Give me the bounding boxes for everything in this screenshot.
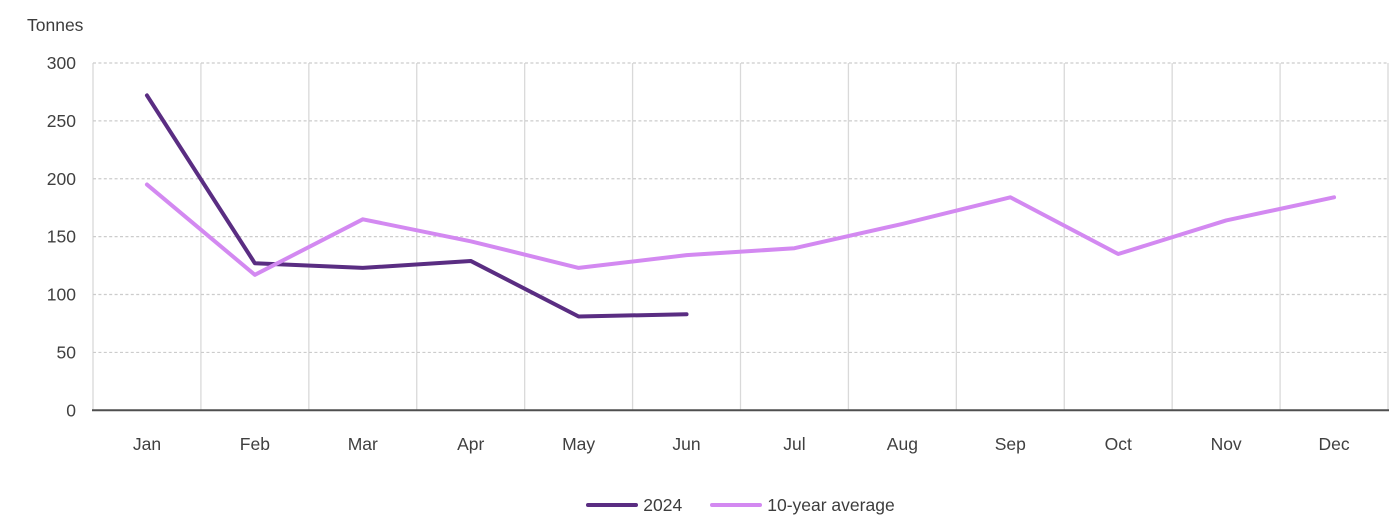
y-axis-tick-label: 0	[66, 400, 76, 420]
legend-item-10-year-average: 10-year average	[710, 494, 895, 516]
x-axis-tick-label: Jun	[672, 434, 700, 454]
x-axis-tick-label: Mar	[348, 434, 378, 454]
y-axis-tick-label: 250	[47, 111, 76, 131]
y-axis-tick-label: 150	[47, 227, 76, 247]
legend-label-2024: 2024	[643, 495, 683, 515]
legend-item-2024: 2024	[586, 494, 682, 516]
series-line-2024	[144, 93, 689, 319]
y-axis-tick-labels: 0 50 100 150 200 250 300	[47, 53, 76, 420]
legend-swatch-10-year-average	[710, 503, 763, 507]
y-axis-tick-label: 100	[47, 285, 76, 305]
x-axis-tick-label: Dec	[1318, 434, 1349, 454]
x-axis-tick-label: Oct	[1105, 434, 1132, 454]
y-axis-unit-label: Tonnes	[27, 15, 84, 35]
x-axis-tick-label: Apr	[457, 434, 484, 454]
legend-label-10-year-average: 10-year average	[767, 495, 895, 515]
x-axis-tick-labels: Jan Feb Mar Apr May Jun Jul Aug Sep Oct Nov Dec	[133, 434, 1350, 454]
x-axis-tick-label: May	[562, 434, 595, 454]
chart-legend: 2024 10-year average	[93, 494, 1388, 516]
y-axis-tick-label: 300	[47, 53, 76, 73]
x-axis-tick-label: Feb	[240, 434, 270, 454]
y-axis-tick-label: 50	[57, 342, 77, 362]
x-axis-tick-label: Jul	[783, 434, 805, 454]
legend-swatch-2024	[586, 503, 639, 507]
x-axis-tick-label: Sep	[995, 434, 1026, 454]
y-axis-tick-label: 200	[47, 169, 76, 189]
vertical-gridlines	[92, 63, 1389, 411]
x-axis-tick-label: Aug	[887, 434, 918, 454]
series-line-10-year-average	[144, 182, 1337, 277]
x-axis-tick-label: Nov	[1211, 434, 1242, 454]
series-lines	[144, 93, 1337, 319]
x-axis-tick-label: Jan	[133, 434, 161, 454]
